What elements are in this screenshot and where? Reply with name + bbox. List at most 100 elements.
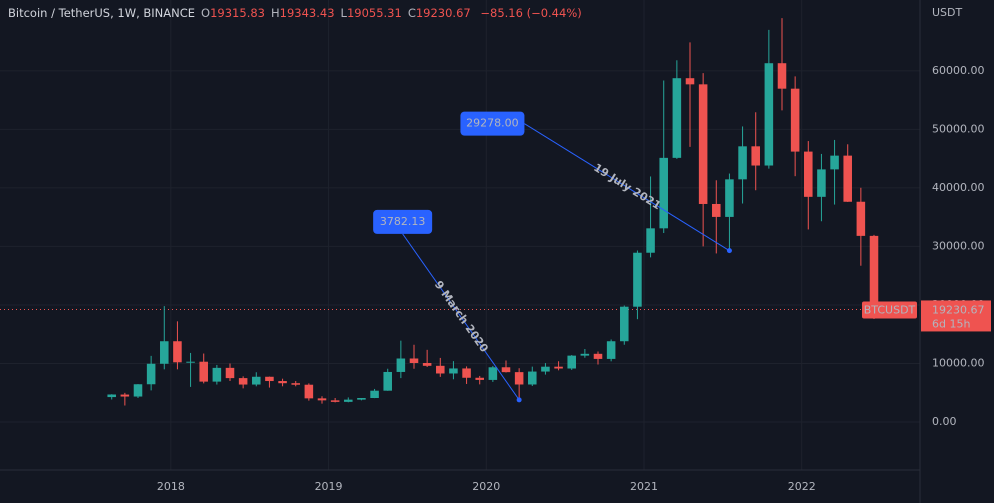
x-tick-label: 2022 bbox=[788, 480, 816, 493]
symbol-title: Bitcoin / TetherUS, 1W, BINANCE bbox=[8, 6, 196, 20]
ohlc-value: 19230.67 bbox=[415, 6, 471, 20]
ohlc-value: 19315.83 bbox=[210, 6, 265, 20]
ohlc-value: 19343.43 bbox=[279, 6, 335, 20]
candle-body bbox=[541, 366, 550, 372]
candle-body bbox=[225, 367, 235, 379]
y-tick-label: 0.00 bbox=[932, 415, 957, 428]
annotation-label: 29278.00 bbox=[466, 117, 519, 130]
annotation-box bbox=[460, 111, 525, 136]
candle-body bbox=[317, 398, 327, 401]
candle-body bbox=[370, 390, 379, 399]
candle-body bbox=[304, 384, 314, 399]
annotation-text: 19 July 2021 bbox=[591, 161, 663, 212]
candle-body bbox=[383, 371, 392, 391]
candle-body bbox=[777, 63, 787, 89]
candle-body bbox=[856, 201, 866, 236]
annotation-point bbox=[516, 397, 522, 403]
candle-body bbox=[725, 179, 734, 217]
y-tick-label: 60000.00 bbox=[932, 64, 985, 77]
y-tick-label: 10000.00 bbox=[932, 356, 985, 369]
candle-body bbox=[659, 157, 668, 229]
change: −85.16 (−0.44%) bbox=[480, 6, 582, 20]
ohlc-key: O bbox=[201, 6, 211, 20]
annotation-point bbox=[726, 248, 732, 254]
candle-body bbox=[698, 84, 708, 204]
candle-body bbox=[422, 363, 432, 366]
candle-body bbox=[646, 228, 655, 253]
candle-body bbox=[804, 151, 813, 197]
candle-body bbox=[593, 353, 603, 359]
ohlc-value: 19055.31 bbox=[346, 6, 402, 20]
candle-body bbox=[160, 341, 169, 364]
candle-body bbox=[843, 155, 852, 202]
candle-body bbox=[751, 146, 760, 166]
candle-body bbox=[620, 306, 629, 342]
candle-body bbox=[409, 358, 419, 364]
candle-body bbox=[238, 378, 248, 385]
y-tick-label: 40000.00 bbox=[932, 181, 985, 194]
candle-body bbox=[330, 400, 340, 402]
candle-body bbox=[869, 235, 879, 310]
candle-body bbox=[528, 371, 537, 385]
candle-body bbox=[291, 383, 300, 385]
candle-body bbox=[107, 394, 116, 398]
annotation-box bbox=[373, 209, 433, 234]
x-tick-label: 2018 bbox=[157, 480, 185, 493]
legend-header: Bitcoin / TetherUS, 1W, BINANCE O19315.83… bbox=[8, 6, 582, 20]
candle-body bbox=[462, 368, 471, 378]
candle-body bbox=[449, 368, 458, 374]
candle-body bbox=[580, 353, 590, 356]
candle-body bbox=[199, 361, 208, 382]
candle-body bbox=[567, 355, 576, 369]
candle-body bbox=[712, 203, 721, 217]
candle-body bbox=[173, 341, 182, 363]
ohlc-key: L bbox=[340, 6, 347, 20]
candle-body bbox=[133, 384, 143, 397]
candle-body bbox=[764, 63, 774, 166]
annotation-label: 3782.13 bbox=[380, 215, 426, 228]
candle-body bbox=[554, 366, 563, 369]
candle-body bbox=[514, 372, 524, 385]
candle-body bbox=[396, 358, 406, 372]
candle-body bbox=[146, 363, 156, 385]
price-tag bbox=[921, 300, 991, 332]
candle-body bbox=[633, 252, 642, 307]
candle-body bbox=[817, 169, 826, 197]
ohlc-values: O19315.83 H19343.43 L19055.31 C19230.67 bbox=[195, 6, 471, 20]
candle-body bbox=[186, 361, 195, 363]
candle-body bbox=[685, 78, 695, 85]
candle-body bbox=[344, 399, 353, 402]
candle-body bbox=[212, 367, 222, 382]
ohlc-key: H bbox=[270, 6, 280, 20]
candle-body bbox=[672, 78, 682, 158]
y-tick-label: 50000.00 bbox=[932, 122, 985, 135]
annotation-line bbox=[524, 123, 730, 252]
candle-body bbox=[252, 376, 261, 385]
candle-body bbox=[436, 365, 445, 374]
candle-body bbox=[278, 381, 287, 384]
candle-body bbox=[501, 367, 511, 373]
x-tick-label: 2019 bbox=[315, 480, 343, 493]
annotation-line bbox=[402, 233, 520, 401]
annotation-text: 9 March 2020 bbox=[432, 278, 491, 355]
candle-body bbox=[606, 341, 616, 359]
candle-body bbox=[738, 146, 747, 180]
candle-body bbox=[120, 394, 130, 397]
price-tag-value: 19230.67 bbox=[932, 303, 985, 316]
candle-body bbox=[790, 88, 800, 152]
candle-body bbox=[357, 398, 366, 400]
ohlc-key: C bbox=[407, 6, 416, 20]
candle-body bbox=[265, 376, 274, 382]
x-tick-label: 2021 bbox=[630, 480, 658, 493]
candle-body bbox=[475, 377, 484, 380]
y-tick-label: 30000.00 bbox=[932, 239, 985, 252]
symbol-tag-text: BTCUSDT bbox=[864, 303, 916, 316]
y-unit: USDT bbox=[932, 6, 963, 19]
candle-body bbox=[488, 367, 498, 380]
x-tick-label: 2020 bbox=[472, 480, 500, 493]
candle-body bbox=[830, 155, 839, 170]
symbol-tag bbox=[862, 301, 917, 319]
price-tag-countdown: 6d 15h bbox=[932, 317, 970, 330]
